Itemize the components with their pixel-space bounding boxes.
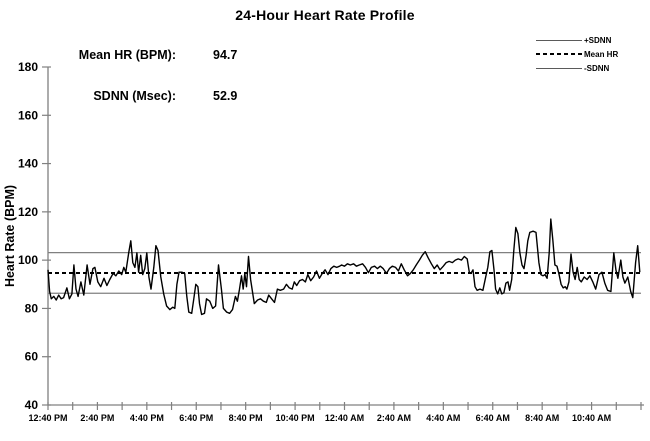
- y-tick-label: 40: [25, 398, 39, 412]
- x-tick-label: 10:40 PM: [276, 413, 315, 423]
- y-tick-label: 100: [18, 253, 38, 267]
- x-tick-label: 6:40 AM: [476, 413, 510, 423]
- y-tick-label: 80: [25, 301, 39, 315]
- solid-line-swatch: [536, 39, 582, 41]
- x-tick-label: 10:40 AM: [572, 413, 611, 423]
- x-tick-label: 8:40 AM: [525, 413, 559, 423]
- legend-item-plus-sdnn: +SDNN: [536, 33, 618, 47]
- heart-rate-trace: [47, 218, 641, 316]
- x-tick-label: 12:40 PM: [28, 413, 67, 423]
- mean-hr-label: Mean HR (BPM):: [78, 48, 176, 62]
- solid-line-swatch: [536, 67, 582, 69]
- x-tick-label: 2:40 AM: [377, 413, 411, 423]
- page-title: 24-Hour Heart Rate Profile: [235, 7, 415, 23]
- legend-label: +SDNN: [584, 35, 612, 45]
- mean-hr-value: 94.7: [213, 48, 238, 62]
- x-tick-label: 8:40 PM: [229, 413, 263, 423]
- y-tick-label: 140: [18, 157, 38, 171]
- sdnn-label: SDNN (Msec):: [93, 89, 176, 103]
- y-tick-label: 120: [18, 205, 38, 219]
- x-tick-label: 6:40 PM: [179, 413, 213, 423]
- y-axis-title: Heart Rate (BPM): [3, 185, 17, 287]
- y-tick-label: 180: [18, 60, 38, 74]
- stats-block: Mean HR (BPM): 94.7 SDNN (Msec): 52.9: [38, 48, 238, 130]
- legend-item-mean-hr: Mean HR: [536, 47, 618, 61]
- legend-label: -SDNN: [584, 63, 610, 73]
- chart-legend: +SDNN Mean HR -SDNN: [536, 33, 618, 75]
- legend-label: Mean HR: [584, 49, 619, 59]
- sdnn-value: 52.9: [213, 89, 238, 103]
- dashed-line-swatch: [536, 53, 582, 55]
- x-tick-label: 2:40 PM: [80, 413, 114, 423]
- y-tick-label: 60: [25, 350, 39, 364]
- sdnn-row: SDNN (Msec): 52.9: [38, 89, 237, 103]
- legend-item-minus-sdnn: -SDNN: [536, 61, 618, 75]
- x-tick-label: 4:40 AM: [426, 413, 460, 423]
- mean-hr-row: Mean HR (BPM): 94.7: [38, 48, 238, 62]
- x-tick-label: 12:40 AM: [325, 413, 364, 423]
- x-tick-label: 4:40 PM: [130, 413, 164, 423]
- y-tick-label: 160: [18, 108, 38, 122]
